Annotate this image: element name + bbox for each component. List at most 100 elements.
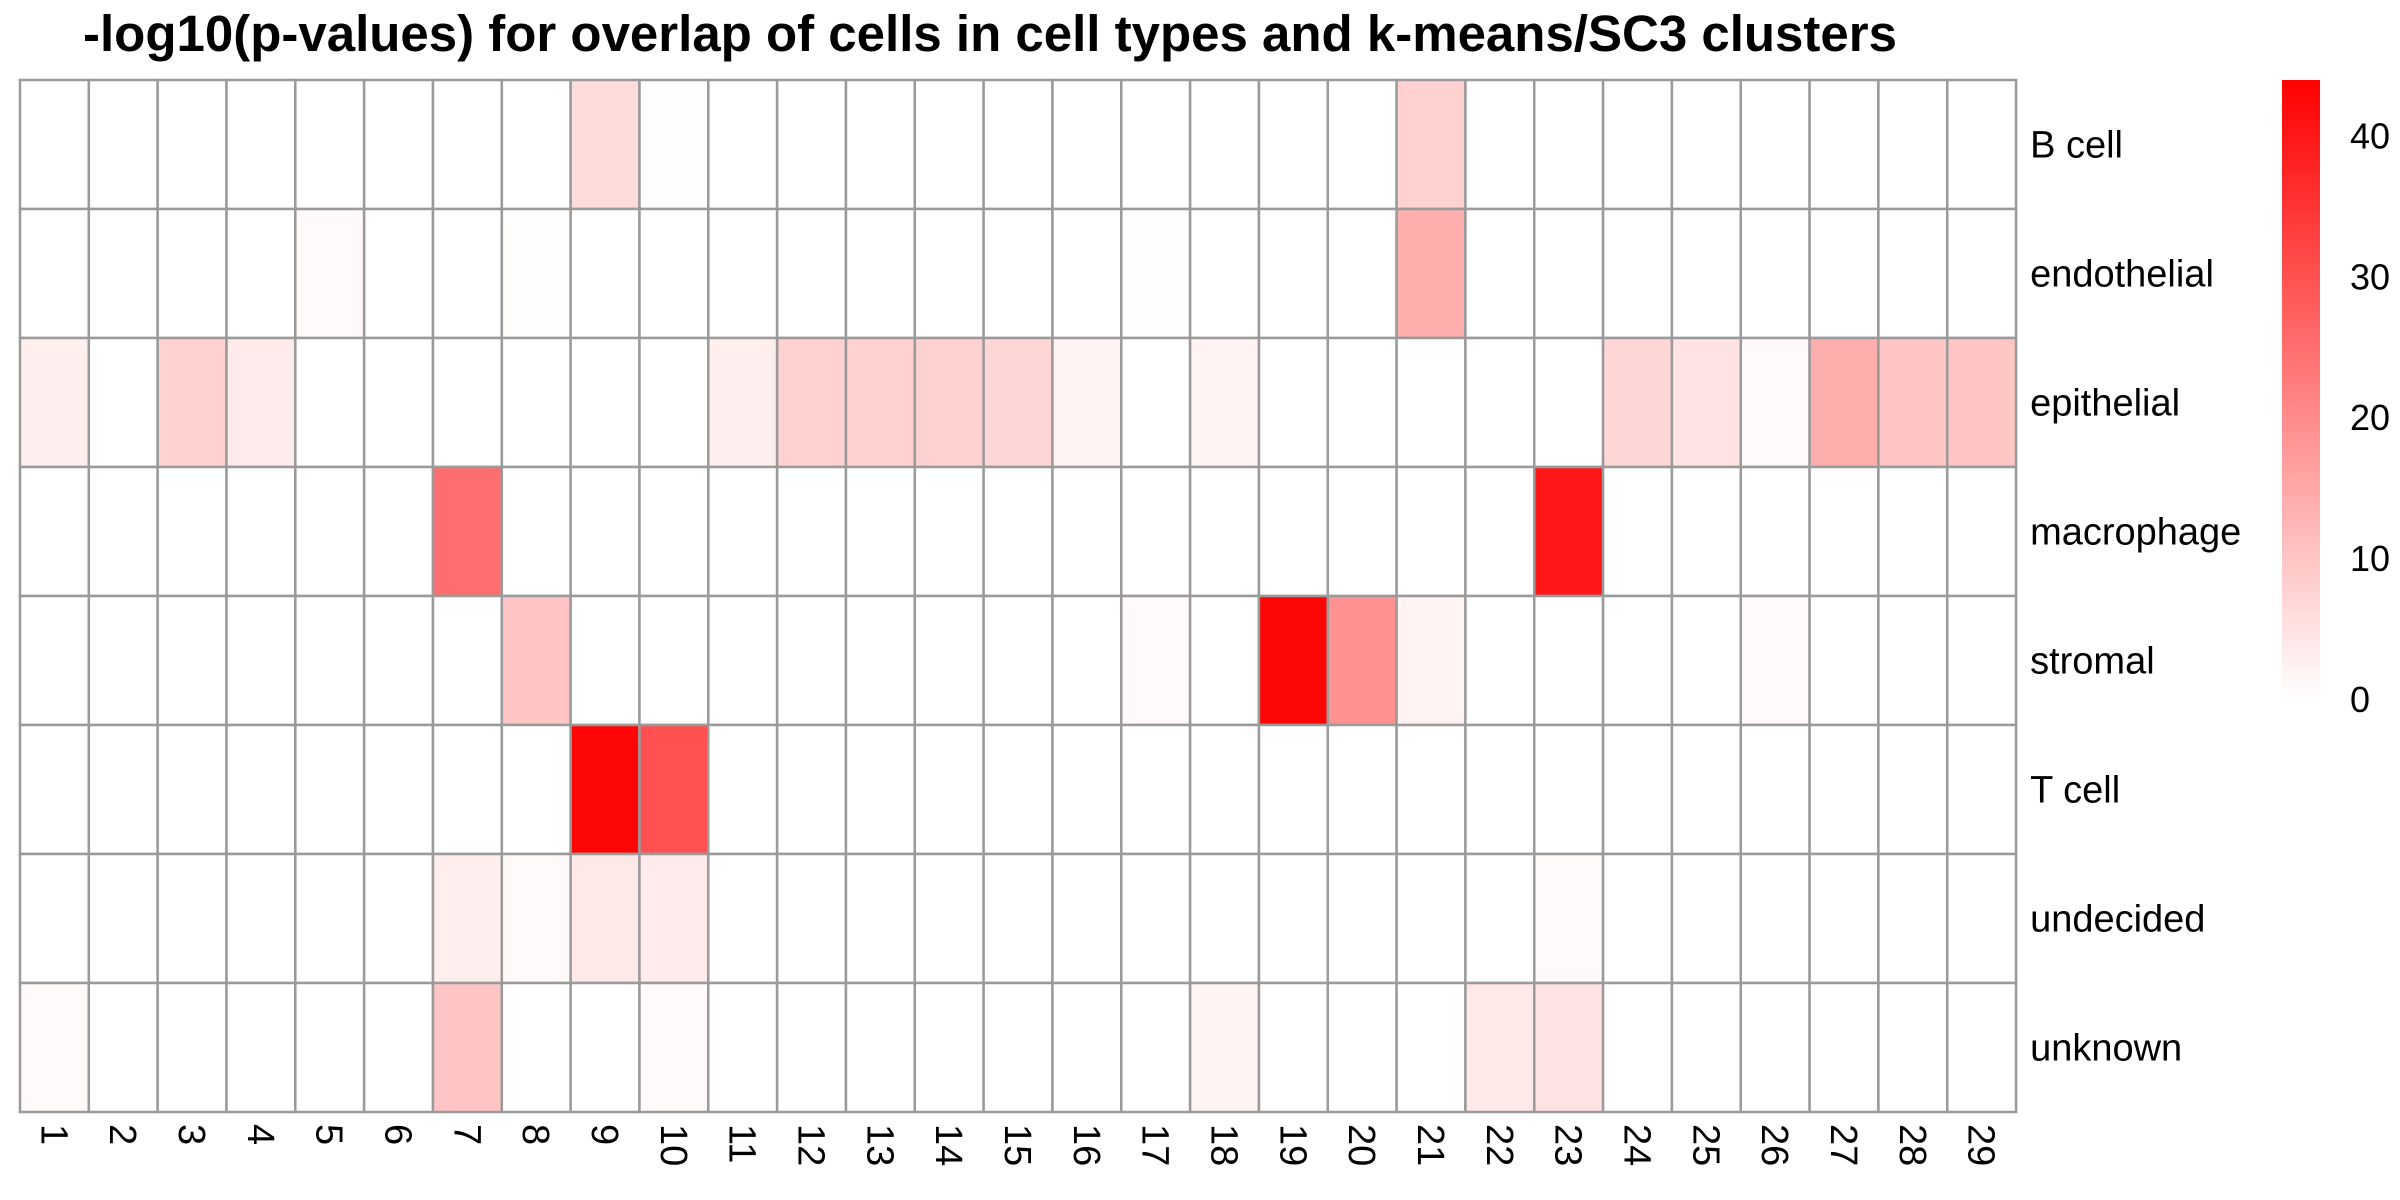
heatmap-cell: [707, 465, 779, 598]
heatmap-cell: [294, 465, 366, 598]
heatmap-cell: [1601, 594, 1674, 727]
column-label: 14: [927, 1124, 969, 1166]
heatmap-cell: [1739, 981, 1811, 1114]
heatmap-cell: [500, 336, 572, 469]
heatmap-cell: [569, 594, 641, 727]
heatmap-cell: [1326, 78, 1398, 211]
heatmap-cell: [1739, 336, 1811, 469]
column-label: 28: [1891, 1124, 1933, 1166]
heatmap-cell: [500, 207, 572, 340]
heatmap-cell: [1464, 207, 1536, 340]
column-label: 6: [377, 1124, 419, 1145]
heatmap-cell: [156, 78, 228, 211]
heatmap-cell: [775, 981, 848, 1114]
heatmap-cell: [844, 594, 917, 727]
heatmap-cell: [638, 336, 710, 469]
heatmap-cell: [1670, 78, 1743, 211]
heatmap-cell: [1945, 336, 2018, 469]
heatmap-cell: [1257, 336, 1330, 469]
heatmap-cell: [844, 981, 917, 1114]
heatmap-cell: [500, 594, 572, 727]
heatmap-cell: [1051, 981, 1123, 1114]
heatmap-cell: [913, 78, 985, 211]
heatmap-cell: [1326, 207, 1398, 340]
heatmap-cell: [1739, 78, 1811, 211]
heatmap-cell: [1945, 78, 2018, 211]
chart-title: -log10(p-values) for overlap of cells in…: [83, 5, 1897, 62]
heatmap-cell: [1464, 852, 1536, 985]
heatmap-cell: [1533, 207, 1605, 340]
heatmap-cell: [1945, 723, 2018, 856]
heatmap-cell: [775, 594, 848, 727]
heatmap-cell: [362, 594, 435, 727]
heatmap-cell: [1464, 981, 1536, 1114]
heatmap-cell: [1601, 78, 1674, 211]
heatmap-cell: [431, 207, 504, 340]
heatmap-cell: [1051, 336, 1123, 469]
heatmap-cell: [1120, 336, 1192, 469]
heatmap-cell: [638, 981, 710, 1114]
heatmap-cell: [500, 852, 572, 985]
heatmap-cell: [156, 723, 228, 856]
heatmap-cell: [87, 78, 159, 211]
heatmap-cell: [225, 465, 297, 598]
heatmap-cell: [1395, 465, 1467, 598]
heatmap-cell: [1945, 465, 2018, 598]
row-label: macrophage: [2030, 512, 2241, 554]
heatmap-cell: [1464, 594, 1536, 727]
heatmap-cell: [982, 981, 1054, 1114]
column-label: 18: [1203, 1124, 1245, 1166]
heatmap-cell: [18, 207, 91, 340]
heatmap-cell: [156, 594, 228, 727]
column-label: 19: [1271, 1124, 1313, 1166]
heatmap-cell: [156, 207, 228, 340]
heatmap-cell: [844, 465, 917, 598]
heatmap-cell: [1395, 78, 1467, 211]
heatmap-cell: [1739, 207, 1811, 340]
heatmap-cell: [18, 465, 91, 598]
heatmap-cell: [1188, 981, 1261, 1114]
heatmap-cell: [431, 594, 504, 727]
heatmap-cell: [1395, 336, 1467, 469]
heatmap-cell: [156, 852, 228, 985]
heatmap-cell: [1808, 594, 1880, 727]
heatmap-cell: [569, 852, 641, 985]
column-label: 10: [652, 1124, 694, 1166]
heatmap-cell: [844, 336, 917, 469]
heatmap-cell: [1120, 594, 1192, 727]
heatmap-cell: [1670, 981, 1743, 1114]
heatmap-cell: [1670, 465, 1743, 598]
heatmap-cell: [707, 78, 779, 211]
heatmap-cell: [87, 981, 159, 1114]
heatmap-cell: [500, 723, 572, 856]
heatmap-cell: [1808, 207, 1880, 340]
heatmap-cell: [294, 594, 366, 727]
column-label: 9: [583, 1124, 625, 1145]
heatmap-cell: [156, 336, 228, 469]
heatmap-cell: [1601, 723, 1674, 856]
heatmap-cell: [1877, 594, 1949, 727]
heatmap-cell: [87, 207, 159, 340]
heatmap-cell: [1945, 594, 2018, 727]
heatmap-cell: [1877, 336, 1949, 469]
column-label: 2: [101, 1124, 143, 1145]
column-labels: 1 2 3 4 5 6 7 8 9 10 11 12 13 14 15 16 17 18 19 20 21 22 23 24 2…: [32, 1124, 2001, 1166]
heatmap-cell: [1326, 594, 1398, 727]
heatmap-cell: [1877, 207, 1949, 340]
heatmap-cell: [913, 981, 985, 1114]
heatmap-cell: [707, 723, 779, 856]
row-label: undecided: [2030, 899, 2205, 941]
column-label: 1: [32, 1124, 74, 1145]
heatmap-cell: [1670, 852, 1743, 985]
legend-tick-label: 30: [2350, 256, 2390, 297]
heatmap-cell: [1120, 207, 1192, 340]
heatmap-cell: [707, 852, 779, 985]
heatmap-cell: [707, 336, 779, 469]
row-label: B cell: [2030, 125, 2123, 167]
heatmap-cell: [294, 852, 366, 985]
column-label: 3: [170, 1124, 212, 1145]
column-label: 4: [239, 1124, 281, 1145]
heatmap-cell: [1120, 465, 1192, 598]
row-label: endothelial: [2030, 254, 2214, 296]
heatmap-cell: [225, 594, 297, 727]
